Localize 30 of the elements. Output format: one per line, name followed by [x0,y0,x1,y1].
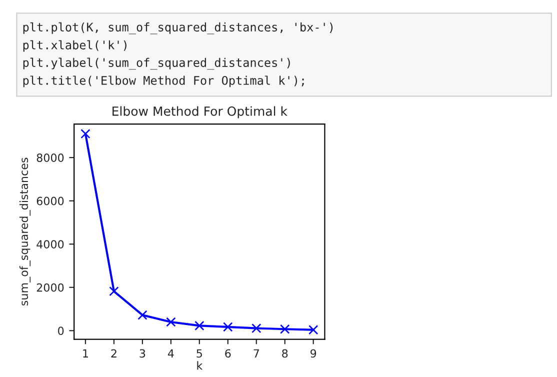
y-tick-label: 2000 [36,283,64,292]
point [166,317,176,327]
x-tick-label: 9 [310,349,316,358]
x-tick-label: 5 [196,349,202,358]
x-tick-label: 8 [282,349,288,358]
text: plt.plot(K, sum_of_squared_distances, 'bx-') [23,22,333,34]
text: plt.title('Elbow Method For Optimal k'); [23,76,304,88]
text: plt.ylabel('sum_of_squared_distances') [23,58,290,70]
point [194,320,204,331]
y-tick-label: 4000 [36,240,64,248]
y-tick-label: 8000 [36,154,64,162]
y-tick-label: 0 [58,326,64,336]
x-tick-label: 2 [111,349,116,358]
x-tick-label: 4 [168,349,174,358]
point [109,286,119,296]
x-tick-label: 7 [254,349,259,358]
y-tick-label: 6000 [36,196,64,206]
point [223,322,233,332]
x-tick-label: 3 [140,349,146,358]
point [280,324,290,334]
point [138,310,148,320]
point [308,324,318,335]
x-axis-title: k [197,361,203,370]
x-tick-label: 1 [83,349,88,358]
y-axis-title: sum_of_squared_distances [19,158,31,306]
x-tick-label: 6 [225,349,231,358]
point [252,323,262,334]
chart-title: Elbow Method For Optimal k [112,106,288,118]
text: plt.xlabel('k') [23,40,126,52]
point [80,128,90,139]
